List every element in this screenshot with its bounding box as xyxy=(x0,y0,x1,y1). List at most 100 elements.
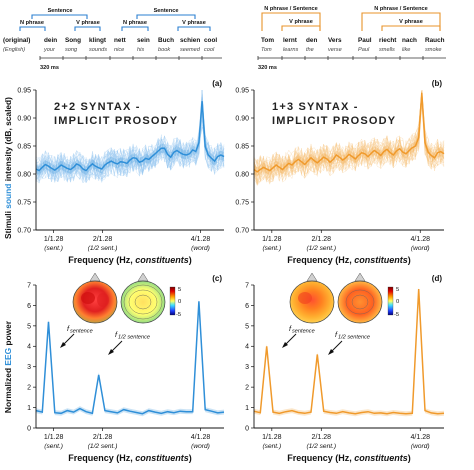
xtick-label-d-2: 4/1.28 xyxy=(411,434,431,441)
trial-line-a-21 xyxy=(35,103,225,181)
stim-right-timeline xyxy=(257,56,446,60)
arrowhead-d-fsent xyxy=(282,342,288,348)
stim-right-eng-7: smoke xyxy=(425,47,441,53)
trial-line-b-29 xyxy=(253,98,445,186)
chart-title-a-line-0: 2+2 SYNTAX - xyxy=(54,101,141,113)
trial-line-a-27 xyxy=(35,120,225,182)
topomap-c-sentence xyxy=(72,272,118,324)
stim-left-word-7: cool xyxy=(204,37,217,44)
panel-d: 0 1 2 3 4 5 6 7 1/1.28 (sent.) 2/1.28 (1/2 sent.) 4/… xyxy=(245,274,445,463)
stim-right-eng-1: learns xyxy=(283,47,298,53)
ytick-label-a-4: 0.90 xyxy=(17,115,31,122)
ytick-label-b-4: 0.90 xyxy=(235,115,249,122)
ytick-label-a-1: 0.75 xyxy=(17,199,31,206)
chart-title-b-line-0: 1+3 SYNTAX - xyxy=(272,101,359,113)
ytick-label-c-0: 0 xyxy=(27,425,31,432)
stim-right-word-5: riecht xyxy=(379,37,397,44)
bracket-vphrase-r2 xyxy=(381,25,441,31)
panel-a: 0.70 0.75 0.80 0.85 0.90 0.95 1/1.28 (sent.) 2/1… xyxy=(17,79,225,265)
topomap-d-half xyxy=(337,272,383,324)
row-label-original: (original) xyxy=(3,37,30,44)
xtick-sublabel-b-2: (word) xyxy=(411,245,430,252)
bracket-vphrase-r1 xyxy=(281,25,321,31)
bracket-label-nphrase-1: N phrase xyxy=(20,20,44,26)
bracket-label-nphrase-2: N phrase xyxy=(123,20,147,26)
stim-left-eng-1: song xyxy=(65,47,78,53)
trial-line-a-24 xyxy=(35,99,225,184)
bracket-nphrase-1 xyxy=(19,26,46,31)
stim-left-eng-3: nice xyxy=(114,47,124,53)
xtick-label-a-1: 2/1.28 xyxy=(93,236,113,243)
ytick-label-c-5: 5 xyxy=(27,323,31,330)
bracket-label-nsentence-1: N phrase / Sentence xyxy=(264,6,317,12)
stim-left-timescale: 320 ms xyxy=(40,65,59,71)
ytick-label-b-0: 0.70 xyxy=(235,227,249,234)
stim-right-word-2: den xyxy=(306,37,317,44)
trial-line-b-25 xyxy=(253,89,445,187)
trial-line-b-7 xyxy=(253,89,445,181)
stim-right-word-0: Tom xyxy=(261,37,274,44)
colorbar-d: 5 0 -5 xyxy=(387,286,399,318)
xtick-label-b-2: 4/1.28 xyxy=(411,236,431,243)
bracket-sentence-1 xyxy=(31,14,88,19)
colorbar-c-tick-2: -5 xyxy=(176,312,181,318)
bracket-nsentence-1 xyxy=(261,12,321,31)
ytick-label-d-6: 6 xyxy=(245,303,249,310)
ytick-label-d-3: 3 xyxy=(245,364,249,371)
stim-right-word-1: lernt xyxy=(283,37,298,44)
stim-left-word-4: sein xyxy=(137,37,150,44)
ytick-label-b-3: 0.85 xyxy=(235,143,249,150)
ytick-label-d-1: 1 xyxy=(245,405,249,412)
bracket-label-vphrase-1: V phrase xyxy=(76,20,100,26)
xtick-sublabel-b-0: (sent.) xyxy=(262,245,281,252)
stim-left-word-1: Song xyxy=(65,37,81,44)
chart-title-a-line-1: IMPLICIT PROSODY xyxy=(54,115,178,127)
xtick-label-c-2: 4/1.28 xyxy=(191,434,211,441)
annotations-c: fsentence f1/2 sentence xyxy=(60,324,150,355)
annot-c-fsent: fsentence xyxy=(67,324,93,335)
annot-d-fsent: fsentence xyxy=(289,324,315,335)
ytick-label-d-2: 2 xyxy=(245,385,249,392)
stim-left-word-6: schien xyxy=(180,37,200,44)
stim-left-word-2: klingt xyxy=(89,37,107,44)
ytick-label-c-1: 1 xyxy=(27,405,31,412)
stim-left-eng-5: book xyxy=(158,47,171,53)
bracket-label-vphrase-2: V phrase xyxy=(182,20,206,26)
xtick-sublabel-c-1: (1/2 sent.) xyxy=(88,443,118,450)
band-b xyxy=(254,90,444,177)
row-label-english: (English) xyxy=(3,47,25,53)
xtick-sublabel-b-1: (1/2 sent.) xyxy=(306,245,336,252)
ylabel-top: Stimuli sound intensity (dB, scaled) xyxy=(3,97,13,239)
ytick-label-a-3: 0.85 xyxy=(17,143,31,150)
mean-line-d xyxy=(253,289,445,415)
bracket-label-vphrase-r2: V phrase xyxy=(399,19,423,25)
ytick-label-b-5: 0.95 xyxy=(235,87,249,94)
xtick-label-a-0: 1/1.28 xyxy=(44,236,64,243)
xlabel-c: Frequency (Hz, constituents) xyxy=(68,453,192,463)
arrowhead-c-fsent xyxy=(60,342,66,348)
xtick-sublabel-d-1: (1/2 sent.) xyxy=(306,443,336,450)
arrowhead-c-fhalf xyxy=(108,349,114,355)
colorbar-d-tick-0: 5 xyxy=(396,287,399,293)
xtick-sublabel-c-2: (word) xyxy=(191,443,210,450)
xlabel-d: Frequency (Hz, constituents) xyxy=(287,453,411,463)
annot-c-fhalf: f1/2 sentence xyxy=(115,330,150,341)
stim-left-timeline xyxy=(39,56,222,60)
ytick-label-c-7: 7 xyxy=(27,282,31,289)
bracket-label-sentence-2: Sentence xyxy=(154,8,179,14)
panel-c: 0 1 2 3 4 5 6 7 1/1.28 (sent.) 2/1.28 (1/2 sent.) 4/… xyxy=(27,274,225,463)
trial-line-a-26 xyxy=(35,101,225,184)
xtick-sublabel-a-0: (sent.) xyxy=(44,245,63,252)
bracket-label-sentence-1: Sentence xyxy=(48,8,73,14)
stim-left-eng-6: seemed xyxy=(180,47,201,53)
xtick-sublabel-c-0: (sent.) xyxy=(44,443,63,450)
topomaps-d: 5 0 -5 xyxy=(289,272,399,324)
ytick-label-d-0: 0 xyxy=(245,425,249,432)
ytick-label-c-4: 4 xyxy=(27,344,31,351)
stim-left-word-5: Buch xyxy=(158,37,174,44)
stim-left-eng-7: cool xyxy=(204,47,215,53)
annot-d-fhalf: f1/2 sentence xyxy=(335,330,370,341)
bracket-nsentence-2 xyxy=(361,12,441,31)
trial-line-a-29 xyxy=(35,104,225,184)
trial-line-b-14 xyxy=(253,97,445,183)
